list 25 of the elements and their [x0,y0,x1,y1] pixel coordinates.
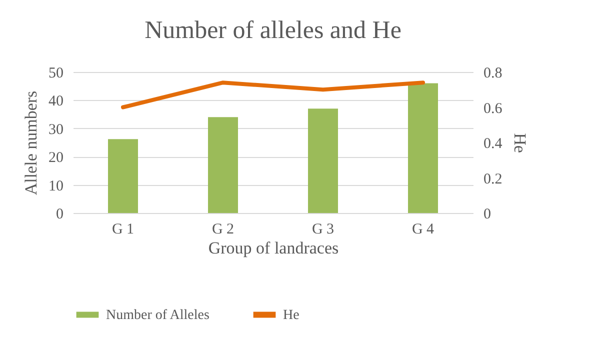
y-tick-label: 0 [56,206,64,222]
x-tick-label: G 4 [412,222,435,238]
y-axis-title: Allele numbers [22,90,40,196]
bar [308,108,338,213]
chart-title: Number of alleles and He [144,17,402,44]
x-tick-label: G 1 [112,222,134,238]
bar [108,139,138,213]
x-tick-label: G 3 [312,222,334,238]
y2-axis-title: He [510,133,530,153]
y-tick-label: 20 [48,150,64,166]
bar [408,83,438,213]
y-tick-label: 30 [48,122,64,138]
y-tick-label: 50 [48,66,64,82]
y2-tick-label: 0.8 [484,66,502,82]
y2-tick-label: 0.6 [484,100,503,117]
bar [208,117,238,213]
y2-tick-label: 0.2 [484,171,502,188]
y2-tick-label: 0 [484,206,491,222]
x-axis-title: Group of landraces [208,238,339,258]
y-tick-label: 40 [48,94,64,110]
y2-tick-label: 0.4 [484,136,503,152]
legend-label: He [283,308,300,323]
x-tick-label: G 2 [212,222,234,238]
legend-label: Number of Alleles [106,308,210,323]
y-tick-label: 10 [48,178,64,194]
